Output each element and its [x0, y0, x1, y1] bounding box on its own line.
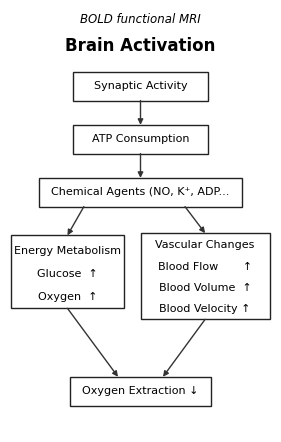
Text: Oxygen Extraction ↓: Oxygen Extraction ↓ [82, 386, 199, 396]
Text: Synaptic Activity: Synaptic Activity [94, 81, 187, 91]
FancyBboxPatch shape [73, 72, 208, 100]
FancyBboxPatch shape [70, 377, 211, 406]
Text: Glucose  ↑: Glucose ↑ [37, 269, 98, 279]
Text: Chemical Agents (NO, K⁺, ADP...: Chemical Agents (NO, K⁺, ADP... [51, 187, 230, 197]
Text: Brain Activation: Brain Activation [65, 38, 216, 55]
Text: Oxygen  ↑: Oxygen ↑ [38, 292, 97, 302]
Text: ATP Consumption: ATP Consumption [92, 134, 189, 144]
Text: BOLD functional MRI: BOLD functional MRI [80, 13, 201, 27]
Text: Blood Volume  ↑: Blood Volume ↑ [159, 283, 251, 293]
FancyBboxPatch shape [73, 125, 208, 153]
Text: Vascular Changes: Vascular Changes [155, 240, 255, 251]
FancyBboxPatch shape [39, 178, 242, 207]
Text: Energy Metabolism: Energy Metabolism [14, 246, 121, 256]
FancyBboxPatch shape [11, 235, 124, 309]
FancyBboxPatch shape [140, 233, 270, 319]
Text: Blood Flow       ↑: Blood Flow ↑ [158, 262, 252, 272]
Text: Blood Velocity ↑: Blood Velocity ↑ [159, 304, 251, 314]
